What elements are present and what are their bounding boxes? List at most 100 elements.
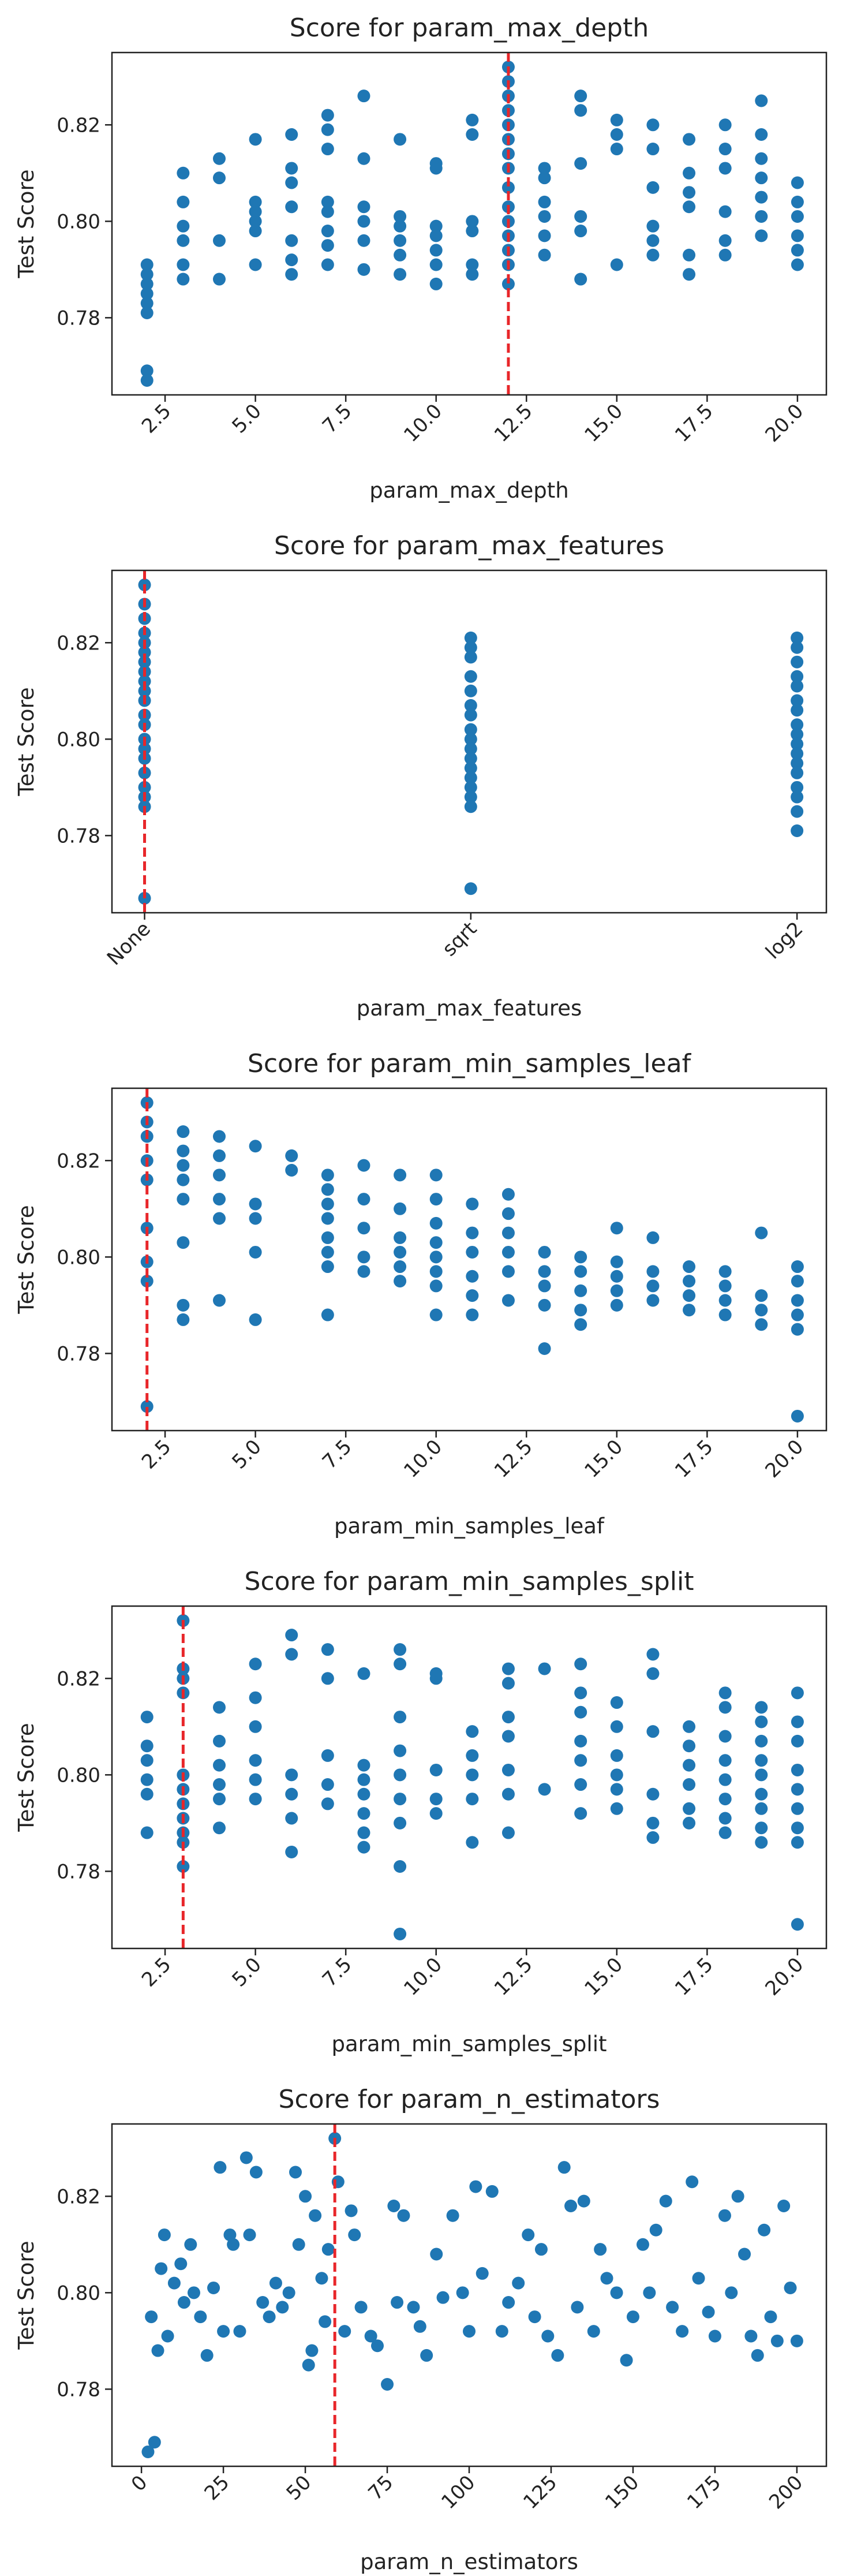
point <box>429 1168 443 1182</box>
point <box>394 1275 407 1288</box>
point <box>791 655 804 669</box>
point <box>321 123 334 136</box>
point <box>646 1831 660 1844</box>
point <box>302 2358 315 2372</box>
point <box>141 2445 155 2458</box>
point <box>429 229 443 242</box>
point <box>394 1643 407 1656</box>
point <box>501 1294 515 1307</box>
point <box>177 1236 190 1249</box>
point <box>791 1323 804 1336</box>
point <box>646 1648 660 1661</box>
point <box>321 1231 334 1244</box>
point <box>140 1826 154 1839</box>
point <box>522 2228 535 2242</box>
point <box>394 1744 407 1757</box>
point <box>285 253 298 267</box>
point <box>755 1821 768 1835</box>
point <box>538 171 551 185</box>
point <box>791 229 804 242</box>
x-axis-label: param_min_samples_split <box>332 2032 607 2056</box>
point <box>683 1304 696 1317</box>
axes-frame <box>111 569 828 914</box>
point <box>174 2257 188 2271</box>
point <box>686 2175 699 2189</box>
point <box>429 162 443 175</box>
point <box>429 1672 443 1685</box>
point <box>791 805 804 818</box>
x-tick-label: log2 <box>761 917 807 964</box>
point <box>466 1768 479 1782</box>
point <box>212 1793 226 1806</box>
point <box>429 277 443 290</box>
point <box>464 699 477 712</box>
point <box>538 248 551 262</box>
point <box>649 2223 662 2237</box>
point <box>212 272 226 286</box>
point <box>357 263 370 276</box>
point <box>718 2209 731 2222</box>
point <box>718 248 732 262</box>
point <box>212 1778 226 1791</box>
y-tick-label: 0.82 <box>57 1667 100 1690</box>
y-tick-label: 0.82 <box>57 632 100 655</box>
point <box>212 1193 226 1206</box>
point <box>429 219 443 233</box>
point <box>466 113 479 126</box>
point <box>456 2286 469 2299</box>
point <box>394 210 407 223</box>
point <box>177 195 190 208</box>
point <box>574 1250 587 1264</box>
point <box>791 1260 804 1274</box>
point <box>233 2325 246 2338</box>
point <box>610 143 623 156</box>
point <box>212 171 226 185</box>
point <box>466 1197 479 1211</box>
point <box>357 1759 370 1772</box>
point <box>755 1802 768 1815</box>
point <box>755 1754 768 1767</box>
x-tick-label: 12.5 <box>490 1953 537 2000</box>
point <box>574 1705 587 1719</box>
x-tick-label: 2.5 <box>137 1435 176 1474</box>
point <box>683 166 696 180</box>
point <box>764 2310 777 2324</box>
point <box>791 1783 804 1796</box>
point <box>683 1802 696 1815</box>
x-tick-label: 2.5 <box>137 1953 176 1992</box>
point <box>140 1400 154 1413</box>
point <box>466 1289 479 1302</box>
point <box>791 680 804 693</box>
x-tick-label: 10.0 <box>399 1435 447 1483</box>
point <box>502 2296 515 2309</box>
point <box>791 1763 804 1776</box>
point <box>464 771 477 785</box>
point <box>683 1778 696 1791</box>
point <box>755 1715 768 1728</box>
point <box>184 2238 197 2251</box>
point <box>610 1298 623 1312</box>
point <box>758 2223 771 2237</box>
point <box>285 1787 298 1801</box>
point <box>495 2325 508 2338</box>
y-tick-label: 0.78 <box>57 2378 100 2401</box>
point <box>381 2378 394 2391</box>
point <box>610 1720 623 1733</box>
point <box>285 162 298 175</box>
point <box>387 2199 400 2212</box>
point <box>587 2325 600 2338</box>
y-tick-label: 0.80 <box>57 1764 100 1787</box>
point <box>610 2286 623 2299</box>
point <box>140 1754 154 1767</box>
point <box>430 2248 443 2261</box>
point <box>610 1783 623 1796</box>
x-tick-label: 7.5 <box>318 1435 357 1474</box>
point <box>464 670 477 683</box>
point <box>243 2228 256 2242</box>
point <box>718 1279 732 1293</box>
point <box>791 1686 804 1700</box>
point <box>538 195 551 208</box>
point <box>791 694 804 707</box>
point <box>646 1279 660 1293</box>
point <box>292 2238 305 2251</box>
